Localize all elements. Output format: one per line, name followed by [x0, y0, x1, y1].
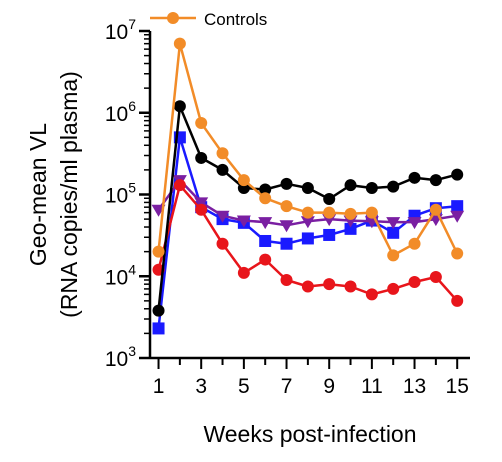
data-point	[280, 273, 293, 286]
data-point	[216, 237, 229, 250]
data-point	[429, 203, 442, 216]
data-point	[387, 282, 400, 295]
data-point	[279, 220, 294, 233]
y-axis-title-line1: Geo-mean VL	[25, 123, 51, 266]
data-point	[259, 253, 272, 266]
data-point	[387, 249, 400, 262]
data-point	[301, 182, 314, 195]
data-point	[386, 217, 401, 230]
y-tick-label: 104	[105, 261, 136, 289]
y-tick-label: 106	[105, 98, 136, 126]
data-point	[152, 245, 165, 258]
y-tick-label-base: 10	[105, 21, 128, 44]
data-point	[451, 168, 464, 181]
x-tick-label: 9	[323, 375, 335, 398]
data-point	[387, 180, 400, 193]
y-tick-label-base: 10	[105, 348, 128, 371]
y-tick-label-base: 10	[105, 185, 128, 208]
x-tick-label: 15	[446, 375, 469, 398]
data-point	[429, 270, 442, 283]
data-point	[280, 237, 293, 250]
data-point	[365, 288, 378, 301]
data-point	[429, 174, 442, 187]
series-4	[152, 179, 464, 307]
data-point	[344, 179, 357, 192]
x-axis-title: Weeks post-infection	[203, 421, 416, 447]
data-point	[301, 280, 314, 293]
data-point	[301, 206, 314, 219]
x-tick-label: 5	[238, 375, 250, 398]
x-tick-label: 1	[153, 375, 165, 398]
data-point	[237, 266, 250, 279]
plot-area	[151, 37, 465, 335]
y-tick-label-exponent: 4	[128, 261, 136, 277]
data-point	[323, 228, 336, 241]
data-point	[216, 147, 229, 160]
data-point	[259, 234, 272, 247]
legend-item-controls: Controls	[150, 10, 267, 29]
y-tick-label-exponent: 3	[128, 343, 136, 359]
x-tick-label: 11	[361, 375, 383, 398]
x-tick-label: 13	[403, 375, 426, 398]
data-point	[237, 174, 250, 187]
data-point	[408, 237, 421, 250]
data-point	[280, 200, 293, 213]
data-point	[323, 193, 336, 206]
legend: Controls	[150, 10, 267, 29]
data-point	[451, 294, 464, 307]
data-point	[450, 210, 465, 223]
data-point	[451, 200, 464, 213]
data-point	[195, 203, 208, 216]
x-tick-label: 3	[195, 375, 207, 398]
data-point	[300, 216, 315, 229]
series-0	[152, 37, 464, 262]
data-point	[323, 206, 336, 219]
y-tick-label-base: 10	[105, 103, 128, 126]
y-tick-label-exponent: 5	[128, 180, 136, 196]
y-tick-label-base: 10	[105, 266, 128, 289]
legend-marker	[167, 12, 179, 24]
data-point	[408, 171, 421, 184]
data-point	[216, 163, 229, 176]
x-tick-label: 7	[281, 375, 293, 398]
y-tick-label: 105	[105, 180, 136, 208]
y-tick-label-exponent: 7	[128, 16, 136, 32]
data-point	[173, 37, 186, 50]
data-point	[259, 183, 272, 196]
y-tick-label: 103	[105, 343, 136, 371]
legend-label: Controls	[204, 10, 267, 29]
y-axis-title-line2: (RNA copies/ml plasma)	[56, 71, 82, 318]
data-point	[451, 247, 464, 260]
data-point	[301, 232, 314, 245]
data-point	[407, 217, 422, 230]
data-point	[365, 206, 378, 219]
data-point	[152, 322, 165, 335]
data-point	[408, 276, 421, 289]
data-point	[387, 226, 400, 239]
data-point	[173, 179, 186, 192]
data-point	[236, 215, 251, 228]
data-point	[344, 207, 357, 220]
data-point	[195, 151, 208, 164]
data-point	[344, 280, 357, 293]
y-tick-label-exponent: 6	[128, 98, 136, 114]
y-tick-label: 107	[105, 16, 136, 44]
data-point	[344, 222, 357, 235]
data-point	[173, 100, 186, 113]
data-point	[365, 182, 378, 195]
data-point	[195, 116, 208, 129]
data-point	[280, 177, 293, 190]
data-point	[323, 278, 336, 291]
data-point	[215, 210, 230, 223]
data-point	[259, 192, 272, 205]
data-point	[258, 217, 273, 230]
series-1	[152, 100, 464, 317]
data-point	[194, 197, 209, 210]
data-point	[152, 304, 165, 317]
